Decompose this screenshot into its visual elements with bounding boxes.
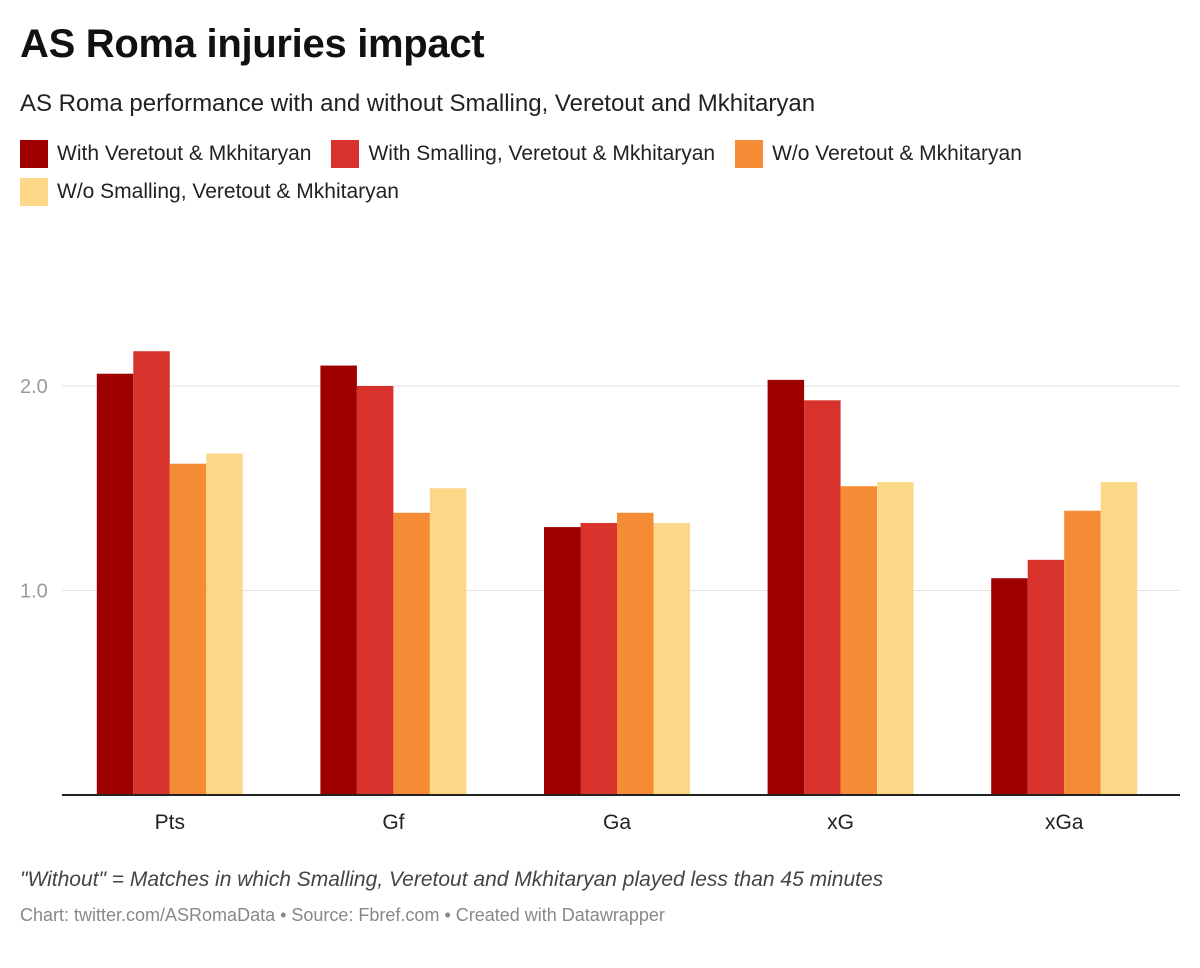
legend-swatch	[20, 140, 48, 168]
bar	[991, 578, 1028, 795]
legend-item-wo-smalling-veretout-mkhitaryan: W/o Smalling, Veretout & Mkhitaryan	[20, 178, 399, 206]
bar	[133, 351, 170, 795]
legend-swatch	[735, 140, 764, 168]
x-tick-label: xG	[827, 811, 854, 834]
legend-label: W/o Veretout & Mkhitaryan	[772, 142, 1022, 165]
legend-item-wo-veretout-mkhitaryan: W/o Veretout & Mkhitaryan	[735, 140, 1022, 168]
legend-label: With Veretout & Mkhitaryan	[57, 142, 312, 165]
bar	[653, 523, 690, 795]
bar	[393, 512, 430, 795]
legend-swatch	[331, 140, 360, 168]
legend-label: W/o Smalling, Veretout & Mkhitaryan	[57, 180, 399, 203]
y-tick-label: 2.0	[20, 376, 48, 398]
x-tick-label: Gf	[382, 811, 404, 834]
footnote: "Without" = Matches in which Smalling, V…	[20, 868, 884, 891]
source-credit: Chart: twitter.com/ASRomaData • Source: …	[20, 905, 665, 925]
chart-subtitle: AS Roma performance with and without Sma…	[20, 90, 816, 117]
legend: With Veretout & Mkhitaryan With Smalling…	[20, 140, 1170, 206]
legend-item-with-smalling-veretout-mkhitaryan: With Smalling, Veretout & Mkhitaryan	[331, 140, 715, 168]
bar	[1027, 559, 1065, 795]
legend-swatch	[20, 178, 48, 206]
bar	[580, 523, 617, 795]
y-tick-label: 1.0	[20, 581, 48, 603]
bar	[804, 400, 841, 795]
bar-chart: 1.0 2.0 Pts Gf Ga xG xGa	[20, 351, 1180, 834]
x-tick-label: Pts	[155, 811, 185, 834]
bar	[429, 488, 467, 795]
bar	[617, 512, 654, 795]
bar	[1064, 510, 1101, 795]
legend-item-with-veretout-mkhitaryan: With Veretout & Mkhitaryan	[20, 140, 311, 168]
bar	[544, 527, 581, 795]
bar	[767, 379, 805, 795]
bar	[356, 386, 394, 795]
x-tick-label: xGa	[1045, 811, 1084, 834]
legend-label: With Smalling, Veretout & Mkhitaryan	[368, 142, 716, 165]
bar	[877, 482, 914, 795]
chart-title: AS Roma injuries impact	[20, 22, 485, 66]
bar	[840, 486, 878, 795]
x-tick-label: Ga	[603, 811, 631, 834]
bar	[96, 373, 134, 795]
bar	[1100, 482, 1138, 795]
bar	[206, 453, 243, 795]
bar	[320, 365, 357, 795]
bar	[169, 463, 207, 795]
